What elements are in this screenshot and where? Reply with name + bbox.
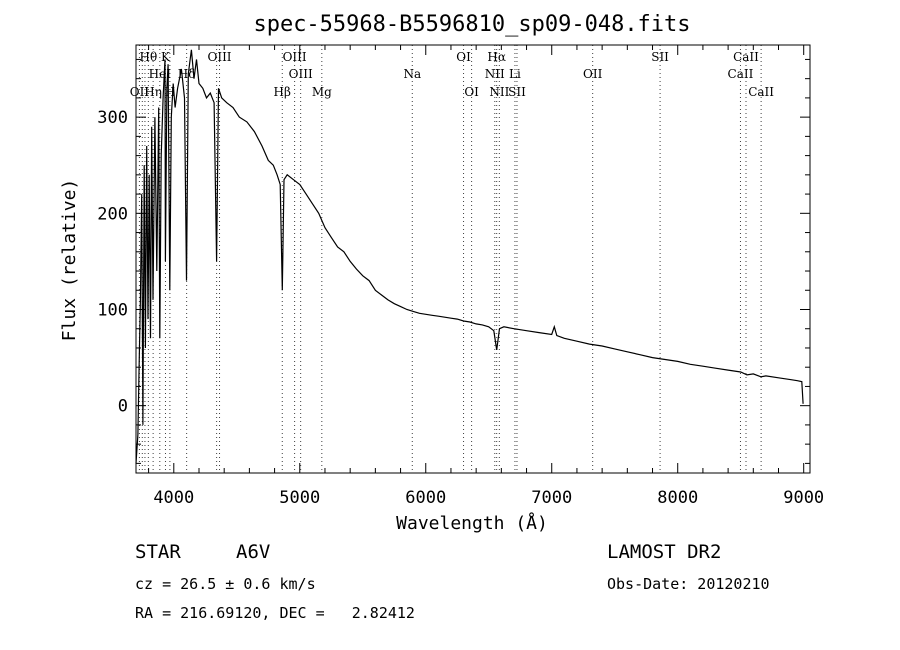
line-label-oi: OI	[456, 50, 471, 64]
y-tick-label: 200	[97, 204, 128, 224]
observation-date: Obs-Date: 20120210	[607, 575, 770, 593]
spectrum-line-0	[135, 49, 804, 464]
survey-name: LAMOST DR2	[607, 541, 722, 563]
spectrum-series	[135, 49, 804, 464]
line-label-k: K	[161, 50, 171, 64]
line-label-mg: Mg	[312, 85, 332, 99]
x-axis-ticks: 4000 5000 6000 7000 8000 9000	[148, 45, 824, 508]
x-tick-label: 8000	[657, 488, 698, 508]
y-tick-label: 100	[97, 300, 128, 320]
line-label-hθ: Hθ	[139, 50, 157, 64]
line-label-hα: Hα	[487, 50, 506, 64]
line-label-hη: Hη	[144, 85, 162, 99]
plot-frame	[135, 44, 811, 474]
object-class: STAR	[135, 541, 181, 563]
line-label-nii: NII	[485, 67, 505, 81]
x-tick-label: 6000	[405, 488, 446, 508]
y-axis-label: Flux (relative)	[59, 179, 80, 342]
line-label-nii: NII	[489, 85, 509, 99]
spectral-line-markers	[138, 45, 762, 473]
line-label-oiii: OIII	[207, 50, 231, 64]
x-tick-label: 5000	[279, 488, 320, 508]
y-tick-label: 300	[97, 108, 128, 128]
line-label-caii: CaII	[728, 67, 754, 81]
y-tick-label: 0	[118, 397, 128, 417]
line-label-sii: SII	[651, 50, 669, 64]
line-label-oii: OII	[130, 85, 150, 99]
line-label-oiii: OIII	[283, 50, 307, 64]
redshift-velocity: cz = 26.5 ± 0.6 km/s	[135, 575, 316, 593]
line-label-hβ: Hβ	[274, 85, 291, 99]
x-tick-label: 7000	[531, 488, 572, 508]
line-label-oiii: OIII	[289, 67, 313, 81]
line-label-caii: CaII	[733, 50, 759, 64]
line-label-na: Na	[403, 67, 421, 81]
y-axis-ticks: 0 100 200 300	[97, 58, 810, 464]
object-subclass: A6V	[236, 541, 271, 563]
line-label-oi: OI	[464, 85, 479, 99]
line-label-li: Li	[509, 67, 521, 81]
line-label-caii: CaII	[748, 85, 774, 99]
x-tick-label: 9000	[783, 488, 824, 508]
coordinates: RA = 216.69120, DEC = 2.82412	[135, 604, 415, 622]
chart-title: spec-55968-B5596810_sp09-048.fits	[253, 12, 690, 37]
line-label-sii: SII	[508, 85, 526, 99]
x-tick-label: 4000	[153, 488, 194, 508]
line-label-h: H	[165, 85, 175, 99]
line-label-oii: OII	[583, 67, 603, 81]
x-axis-label: Wavelength (Å)	[396, 512, 548, 534]
